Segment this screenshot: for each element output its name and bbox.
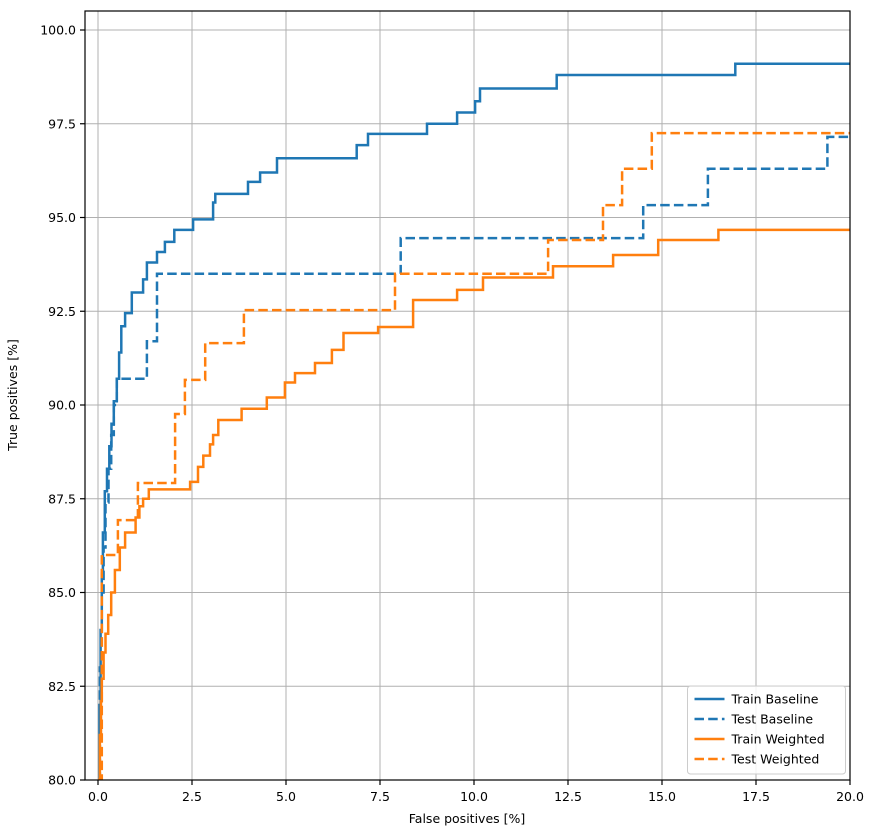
- y-tick-label-97.5: 97.5: [48, 116, 76, 131]
- tick-marks: [80, 29, 851, 785]
- legend-label-test-baseline: Test Baseline: [731, 712, 814, 727]
- legend-label-test-weighted: Test Weighted: [731, 752, 820, 767]
- x-tick-label-12.5: 12.5: [554, 789, 582, 804]
- y-tick-label-80.0: 80.0: [48, 773, 76, 788]
- x-tick-label-17.5: 17.5: [742, 789, 770, 804]
- y-tick-label-95.0: 95.0: [48, 210, 76, 225]
- grid-lines: [85, 11, 851, 781]
- legend-label-train-weighted: Train Weighted: [731, 732, 825, 747]
- roc-curves: [98, 62, 850, 780]
- y-tick-label-85.0: 85.0: [48, 585, 76, 600]
- y-tick-label-82.5: 82.5: [48, 679, 76, 694]
- x-tick-label-0.0: 0.0: [88, 789, 108, 804]
- x-tick-label-7.5: 7.5: [370, 789, 390, 804]
- x-tick-label-10.0: 10.0: [460, 789, 488, 804]
- x-tick-label-5.0: 5.0: [276, 789, 296, 804]
- axes-spines: [84, 10, 851, 781]
- y-tick-label-92.5: 92.5: [48, 304, 76, 319]
- y-axis-label: True positives [%]: [5, 339, 20, 452]
- legend: Train Baseline Test Baseline Train Weighte…: [687, 685, 846, 775]
- curve-test-baseline: [98, 135, 850, 780]
- curve-test-weighted: [98, 131, 850, 780]
- y-tick-label-100.0: 100.0: [40, 23, 76, 38]
- x-tick-label-2.5: 2.5: [182, 789, 202, 804]
- tick-labels: 0.0 2.5 5.0 7.5 10.0 12.5 15.0 17.5 20.0 80.0 82.5…: [40, 23, 864, 805]
- curve-train-baseline: [98, 62, 850, 780]
- y-tick-label-87.5: 87.5: [48, 491, 76, 506]
- legend-label-train-baseline: Train Baseline: [731, 692, 819, 707]
- plot-background: [85, 11, 850, 780]
- curve-train-weighted: [98, 228, 850, 780]
- x-tick-label-20.0: 20.0: [836, 789, 864, 804]
- y-tick-label-90.0: 90.0: [48, 398, 76, 413]
- x-axis-label: False positives [%]: [409, 811, 526, 826]
- x-tick-label-15.0: 15.0: [648, 789, 676, 804]
- legend-box: [687, 685, 846, 775]
